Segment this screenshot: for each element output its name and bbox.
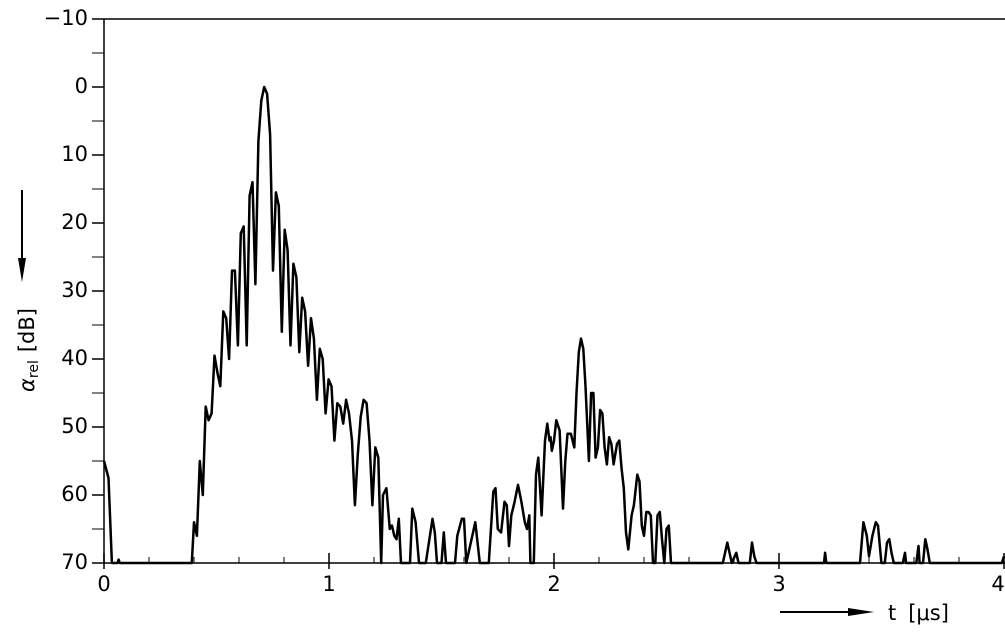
y-arrow-head — [18, 258, 26, 282]
y-axis-label: αrel [dB] — [15, 308, 42, 392]
x-tick-label: 3 — [772, 572, 785, 596]
y-label-unit: [dB] — [15, 308, 39, 352]
y-tick-label: 60 — [61, 482, 88, 506]
x-tick-label: 1 — [322, 572, 335, 596]
y-tick-label: 70 — [61, 550, 88, 574]
y-tick-label: −10 — [44, 6, 88, 30]
x-label-symbol: t — [888, 601, 896, 625]
x-tick-label: 4 — [991, 572, 1004, 596]
y-label-subscript: rel — [26, 360, 42, 378]
x-arrow-head — [848, 608, 874, 616]
y-tick-label: 40 — [61, 346, 88, 370]
y-tick-label: 20 — [61, 210, 88, 234]
y-tick-label: 0 — [75, 74, 88, 98]
x-axis-label: t [μs] — [888, 601, 949, 625]
y-tick-label: 30 — [61, 278, 88, 302]
y-label-symbol: α — [15, 378, 39, 392]
x-label-unit: [μs] — [908, 601, 949, 625]
data-line — [102, 85, 1005, 565]
x-tick-label: 0 — [97, 572, 110, 596]
y-tick-label: 10 — [61, 142, 88, 166]
x-tick-label: 2 — [547, 572, 560, 596]
y-tick-label: 50 — [61, 414, 88, 438]
